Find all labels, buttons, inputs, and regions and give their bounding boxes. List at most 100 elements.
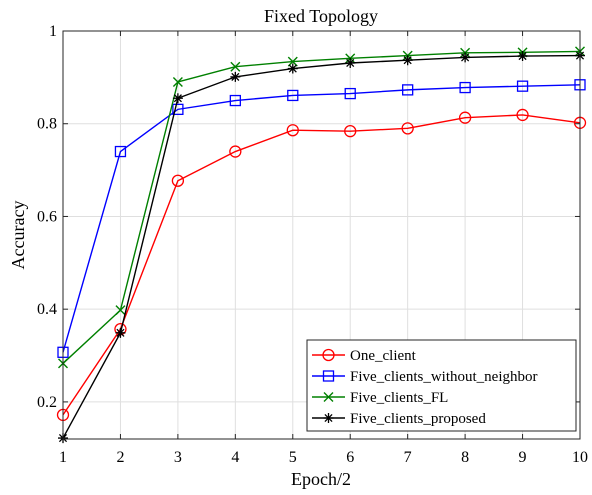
series-Five_clients_without_neighbor xyxy=(57,79,586,358)
square-marker xyxy=(459,81,471,94)
legend-label: Five_clients_proposed xyxy=(350,411,486,427)
legend-box xyxy=(306,339,577,432)
y-tick-label: 1 xyxy=(49,23,57,40)
circle-marker xyxy=(344,124,357,138)
data-point-marker xyxy=(286,124,299,137)
square-marker xyxy=(172,103,184,116)
data-point-marker xyxy=(402,84,414,96)
data-point-marker xyxy=(287,56,298,67)
x-tick-label: 5 xyxy=(289,449,297,466)
star-marker xyxy=(345,57,356,68)
x-tick-label: 9 xyxy=(519,449,527,466)
star-marker xyxy=(287,63,298,74)
data-point-marker xyxy=(322,348,335,362)
data-point-marker xyxy=(172,77,183,87)
y-tick-label: 0.8 xyxy=(37,116,57,133)
data-point-marker xyxy=(516,108,529,122)
x-tick-label: 3 xyxy=(174,449,182,466)
data-point-marker xyxy=(115,305,126,316)
legend-entry: Five_clients_without_neighbor xyxy=(312,369,537,385)
data-point-marker xyxy=(230,71,241,82)
y-tick-label: 0.2 xyxy=(37,394,57,411)
x-marker xyxy=(172,77,183,87)
circle-marker xyxy=(171,174,185,187)
data-point-marker xyxy=(172,93,183,104)
series-layer xyxy=(56,46,587,444)
data-point-marker xyxy=(114,145,127,158)
data-point-marker xyxy=(402,55,413,66)
data-point-marker xyxy=(459,81,471,94)
legend: One_client Five_clients_without_neighbor F… xyxy=(306,339,577,432)
series-line xyxy=(62,54,581,439)
data-point-marker xyxy=(516,80,529,92)
legend-entry: One_client xyxy=(312,348,417,364)
x-tick-label: 6 xyxy=(346,449,354,466)
legend-label: Five_clients_FL xyxy=(350,390,448,406)
data-point-marker xyxy=(323,392,334,402)
circle-marker xyxy=(322,348,335,362)
square-marker xyxy=(287,89,299,102)
series-Five_clients_proposed xyxy=(58,50,585,444)
x-marker xyxy=(115,305,126,316)
star-marker xyxy=(172,93,183,104)
series-line xyxy=(62,84,581,353)
circle-marker xyxy=(229,145,242,158)
legend-entry: Five_clients_proposed xyxy=(312,411,486,427)
star-marker xyxy=(230,71,241,82)
data-point-marker xyxy=(322,370,335,382)
data-point-marker xyxy=(344,87,356,100)
circle-marker xyxy=(458,111,472,124)
data-point-marker xyxy=(287,63,298,74)
data-point-marker xyxy=(229,145,242,158)
y-tick-label: 0.6 xyxy=(37,208,57,225)
data-point-marker xyxy=(401,122,414,135)
legend-label: Five_clients_without_neighbor xyxy=(350,369,537,385)
axis-ticks: 1 2 3 4 5 6 7 8 9 10 0.2 0.4 0.6 0.8 1 xyxy=(37,23,588,466)
star-marker xyxy=(460,52,471,63)
circle-marker xyxy=(286,124,299,137)
data-point-marker xyxy=(323,413,334,423)
legend-label: One_client xyxy=(350,348,417,364)
x-tick-label: 4 xyxy=(231,449,239,466)
y-tick-label: 0.4 xyxy=(37,301,57,318)
square-marker xyxy=(516,80,529,92)
data-point-marker xyxy=(230,61,241,72)
star-marker xyxy=(517,51,528,62)
x-tick-label: 1 xyxy=(59,449,67,466)
data-point-marker xyxy=(115,327,126,338)
data-point-marker xyxy=(517,51,528,62)
circle-marker xyxy=(516,108,529,122)
x-tick-label: 2 xyxy=(116,449,124,466)
x-marker xyxy=(230,61,241,72)
square-marker xyxy=(344,87,356,100)
x-marker xyxy=(323,392,334,402)
data-point-marker xyxy=(344,124,357,138)
data-point-marker xyxy=(171,174,185,187)
circle-marker xyxy=(401,122,414,135)
data-point-marker xyxy=(458,111,472,124)
series-line xyxy=(62,50,581,364)
square-marker xyxy=(114,145,127,158)
plot-frame xyxy=(62,30,581,440)
y-axis-label: Accuracy xyxy=(8,201,28,270)
series-line xyxy=(62,114,581,416)
x-tick-label: 10 xyxy=(572,449,588,466)
legend-entry: Five_clients_FL xyxy=(312,390,448,406)
data-point-marker xyxy=(287,89,299,102)
square-marker xyxy=(322,370,335,382)
square-marker xyxy=(229,94,241,107)
chart-title: Fixed Topology xyxy=(264,6,378,26)
x-marker xyxy=(287,56,298,67)
data-point-marker xyxy=(345,57,356,68)
data-point-marker xyxy=(172,103,184,116)
x-tick-label: 7 xyxy=(404,449,412,466)
star-marker xyxy=(402,55,413,66)
data-point-marker xyxy=(229,94,241,107)
star-marker xyxy=(323,413,334,423)
square-marker xyxy=(402,84,414,96)
x-axis-label: Epoch/2 xyxy=(291,469,351,489)
star-marker xyxy=(115,327,126,338)
data-point-marker xyxy=(460,52,471,63)
x-tick-label: 8 xyxy=(461,449,469,466)
